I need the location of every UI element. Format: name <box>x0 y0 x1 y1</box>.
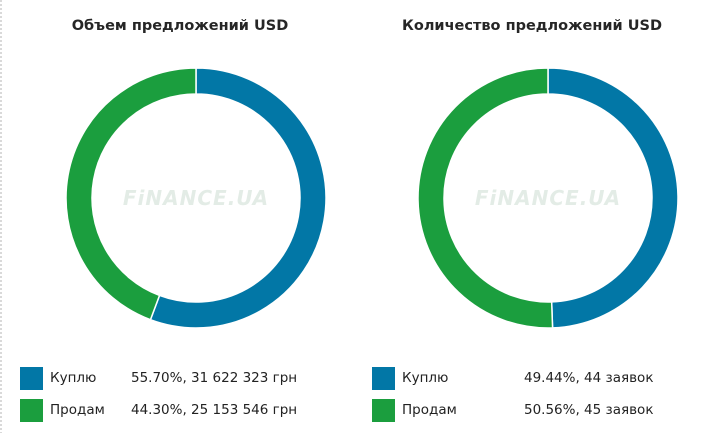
legend-value: 50.56%, 45 заявок <box>524 402 654 418</box>
chart-title: Объем предложений USD <box>71 18 289 34</box>
left-dotted-border <box>0 0 2 433</box>
legend-swatch-buy <box>20 367 43 390</box>
donut-slice-sell <box>417 67 554 329</box>
legend-label: Куплю <box>402 370 449 386</box>
legend-value: 55.70%, 31 622 323 грн <box>131 370 298 386</box>
watermark-logo: FiNANCE.UA <box>123 186 269 210</box>
legend-swatch-buy <box>372 367 395 390</box>
legend-label: Продам <box>50 402 105 418</box>
chart-panel-volume: Объем предложений USD FiNANCE.UA Куплю 5… <box>0 18 360 423</box>
donut-chart: FiNANCE.UA <box>65 67 327 329</box>
donut-slice-sell <box>65 67 197 321</box>
chart-panel-count: Количество предложений USD FiNANCE.UA Ку… <box>352 0 712 433</box>
legend-item-buy: Куплю 55.70%, 31 622 323 грн <box>0 365 360 391</box>
donut-chart: FiNANCE.UA <box>417 67 679 329</box>
donut-slices <box>65 67 327 329</box>
legend-value: 49.44%, 44 заявок <box>524 370 654 386</box>
legend-swatch-sell <box>372 399 395 422</box>
donut-slice-buy <box>149 67 327 329</box>
legend-value: 44.30%, 25 153 546 грн <box>131 402 298 418</box>
legend-label: Куплю <box>50 370 97 386</box>
legend-label: Продам <box>402 402 457 418</box>
legend-item-sell: Продам 44.30%, 25 153 546 грн <box>0 397 360 423</box>
watermark-logo: FiNANCE.UA <box>475 186 621 210</box>
legend-item-buy: Куплю 49.44%, 44 заявок <box>352 365 712 391</box>
legend-item-sell: Продам 50.56%, 45 заявок <box>352 397 712 423</box>
legend-swatch-sell <box>20 399 43 422</box>
donut-slices <box>417 67 679 329</box>
chart-title: Количество предложений USD <box>402 18 662 34</box>
